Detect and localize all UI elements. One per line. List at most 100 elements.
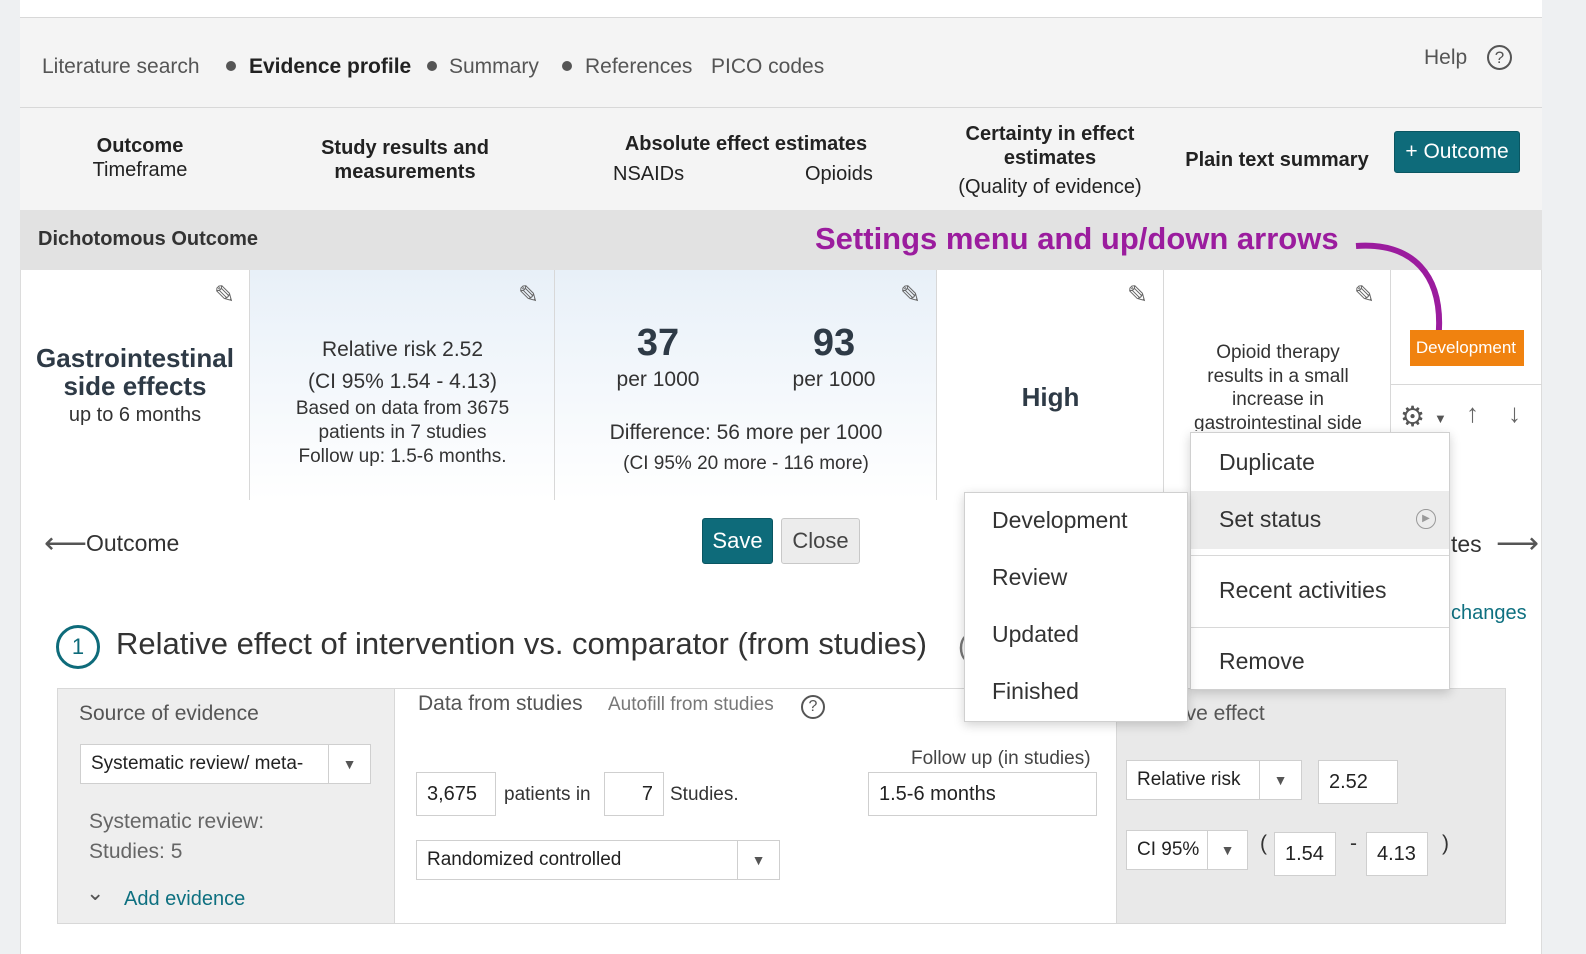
edit-pencil-icon[interactable]: ✎ bbox=[1127, 281, 1148, 309]
study-results-basis: Based on data from 3675 patients in 7 st… bbox=[250, 397, 555, 469]
forward-arrow-icon[interactable]: ⟶ bbox=[1496, 527, 1540, 560]
menu-item-remove[interactable]: Remove bbox=[1219, 648, 1305, 674]
studies-label: Studies. bbox=[670, 784, 739, 805]
plain-text-summary: Opioid therapy results in a small increa… bbox=[1166, 341, 1390, 431]
chevron-down-icon[interactable]: ⌄ bbox=[86, 880, 105, 905]
systematic-review-label: Systematic review: bbox=[89, 810, 265, 833]
help-icon[interactable]: ? bbox=[1487, 45, 1512, 70]
data-from-studies-label: Data from studies bbox=[418, 692, 583, 715]
header-plain-label: Plain text summary bbox=[1185, 149, 1369, 171]
step-title: Relative effect of intervention vs. comp… bbox=[116, 626, 927, 661]
nav-evidence-profile[interactable]: Evidence profile bbox=[249, 55, 412, 78]
edit-pencil-icon[interactable]: ✎ bbox=[1354, 281, 1375, 309]
source-label: Source of evidence bbox=[79, 702, 259, 725]
next-link-fragment[interactable]: tes bbox=[1451, 531, 1482, 557]
status-option-review[interactable]: Review bbox=[992, 564, 1068, 590]
move-down-arrow-icon[interactable]: ↓ bbox=[1508, 398, 1521, 428]
menu-item-set-status-highlight[interactable] bbox=[1191, 491, 1449, 549]
study-design-select[interactable]: Randomized controlled ▼ bbox=[416, 840, 780, 880]
autofill-link[interactable]: Autofill from studies bbox=[608, 694, 774, 715]
header-opioids: Opioids bbox=[805, 163, 873, 185]
difference-text: Difference: 56 more per 1000 bbox=[609, 421, 883, 444]
status-option-finished[interactable]: Finished bbox=[992, 678, 1079, 704]
nav-pico-codes[interactable]: PICO codes bbox=[711, 55, 825, 78]
followup-input[interactable]: 1.5-6 months bbox=[868, 772, 1097, 816]
relative-risk-text: Relative risk 2.52 bbox=[321, 338, 484, 361]
nsaids-unit: per 1000 bbox=[616, 368, 700, 391]
studies-input[interactable]: 7 bbox=[604, 772, 664, 816]
patients-in-label: patients in bbox=[504, 784, 591, 805]
cell-absolute-effect[interactable] bbox=[555, 270, 937, 500]
confidence-interval-text: (CI 95% 1.54 - 4.13) bbox=[307, 370, 498, 393]
header-plain-text: Plain text summary bbox=[1170, 148, 1384, 172]
edit-pencil-icon[interactable]: ✎ bbox=[900, 281, 921, 309]
ci-low-input[interactable]: 1.54 bbox=[1274, 832, 1336, 876]
menu-item-duplicate[interactable]: Duplicate bbox=[1219, 449, 1315, 475]
relative-effect-label: ive effect bbox=[1181, 702, 1265, 725]
ci-high-input[interactable]: 4.13 bbox=[1366, 832, 1428, 876]
move-up-arrow-icon[interactable]: ↑ bbox=[1466, 398, 1479, 428]
menu-item-set-status[interactable]: Set status bbox=[1219, 506, 1322, 532]
nsaids-value: 37 bbox=[636, 322, 680, 364]
chevron-down-icon[interactable]: ▼ bbox=[1259, 761, 1301, 799]
relative-effect-type-select[interactable]: Relative risk ▼ bbox=[1126, 760, 1302, 800]
step-number-badge: 1 bbox=[56, 625, 100, 669]
header-outcome: Outcome Timeframe bbox=[60, 134, 220, 182]
save-button[interactable]: Save bbox=[702, 518, 773, 564]
close-button[interactable]: Close bbox=[781, 518, 860, 564]
opioids-unit: per 1000 bbox=[792, 368, 876, 391]
patients-input[interactable]: 3,675 bbox=[416, 772, 496, 816]
nav-summary[interactable]: Summary bbox=[449, 55, 539, 78]
studies-count: Studies: 5 bbox=[89, 840, 183, 863]
nav-dot bbox=[562, 61, 572, 71]
header-absolute-effect: Absolute effect estimates bbox=[596, 132, 896, 156]
study-results-rr: Relative risk 2.52 (CI 95% 1.54 - 4.13) bbox=[250, 334, 555, 398]
difference-ci-text: (CI 95% 20 more - 116 more) bbox=[623, 453, 869, 474]
menu-divider bbox=[1191, 555, 1449, 556]
top-strip bbox=[20, 0, 1542, 18]
outcome-timeframe: up to 6 months bbox=[68, 404, 202, 426]
question-icon[interactable]: ? bbox=[801, 695, 825, 719]
chevron-down-icon[interactable]: ▼ bbox=[1207, 831, 1247, 869]
nav-literature-search[interactable]: Literature search bbox=[42, 55, 200, 78]
top-nav bbox=[20, 18, 1542, 108]
ci-type-select[interactable]: CI 95% ▼ bbox=[1126, 830, 1248, 870]
nav-dot bbox=[226, 61, 236, 71]
edit-pencil-icon[interactable]: ✎ bbox=[214, 281, 235, 309]
annotation-label: Settings menu and up/down arrows bbox=[815, 221, 1339, 256]
header-study-results-line2: measurements bbox=[334, 161, 476, 183]
chevron-down-icon[interactable]: ▼ bbox=[328, 745, 370, 783]
chevron-down-icon[interactable]: ▼ bbox=[1434, 411, 1447, 426]
ci-close-paren: ) bbox=[1442, 832, 1449, 855]
cell-outcome[interactable] bbox=[20, 270, 250, 500]
cell-study-results[interactable] bbox=[250, 270, 555, 500]
cell-plain-text[interactable] bbox=[1164, 270, 1391, 500]
add-evidence-link[interactable]: Add evidence bbox=[124, 888, 246, 910]
changes-link[interactable]: changes bbox=[1451, 602, 1527, 624]
settings-gear-icon[interactable]: ⚙ bbox=[1400, 401, 1426, 432]
source-select[interactable]: Systematic review/ meta- ▼ bbox=[80, 744, 371, 784]
edit-pencil-icon[interactable]: ✎ bbox=[518, 281, 539, 309]
back-arrow-icon[interactable]: ⟵ bbox=[44, 527, 88, 560]
cell-certainty[interactable] bbox=[937, 270, 1164, 500]
chevron-down-icon[interactable]: ▼ bbox=[737, 841, 779, 879]
source-panel bbox=[57, 688, 395, 924]
nav-references[interactable]: References bbox=[585, 55, 693, 78]
followup-label: Follow up (in studies) bbox=[911, 748, 1091, 769]
outcome-name: Gastrointestinal side effects bbox=[20, 344, 250, 400]
table-header bbox=[20, 108, 1542, 210]
status-submenu: Development Review Updated Finished bbox=[964, 492, 1188, 722]
relative-effect-value-input[interactable]: 2.52 bbox=[1318, 760, 1398, 804]
help-link[interactable]: Help bbox=[1424, 46, 1468, 69]
status-option-updated[interactable]: Updated bbox=[992, 621, 1079, 647]
followup-text: Follow up: 1.5-6 months. bbox=[298, 446, 507, 467]
back-outcome-link[interactable]: Outcome bbox=[86, 530, 180, 556]
header-quality: (Quality of evidence) bbox=[958, 176, 1142, 198]
menu-item-recent-activities[interactable]: Recent activities bbox=[1219, 577, 1387, 603]
status-option-development[interactable]: Development bbox=[992, 507, 1128, 533]
menu-divider bbox=[1191, 627, 1449, 628]
certainty-value: High bbox=[1021, 382, 1080, 412]
info-icon[interactable]: ( bbox=[958, 630, 968, 661]
plain-line3: increase in bbox=[1232, 389, 1324, 410]
add-outcome-button[interactable]: + Outcome bbox=[1394, 131, 1520, 173]
